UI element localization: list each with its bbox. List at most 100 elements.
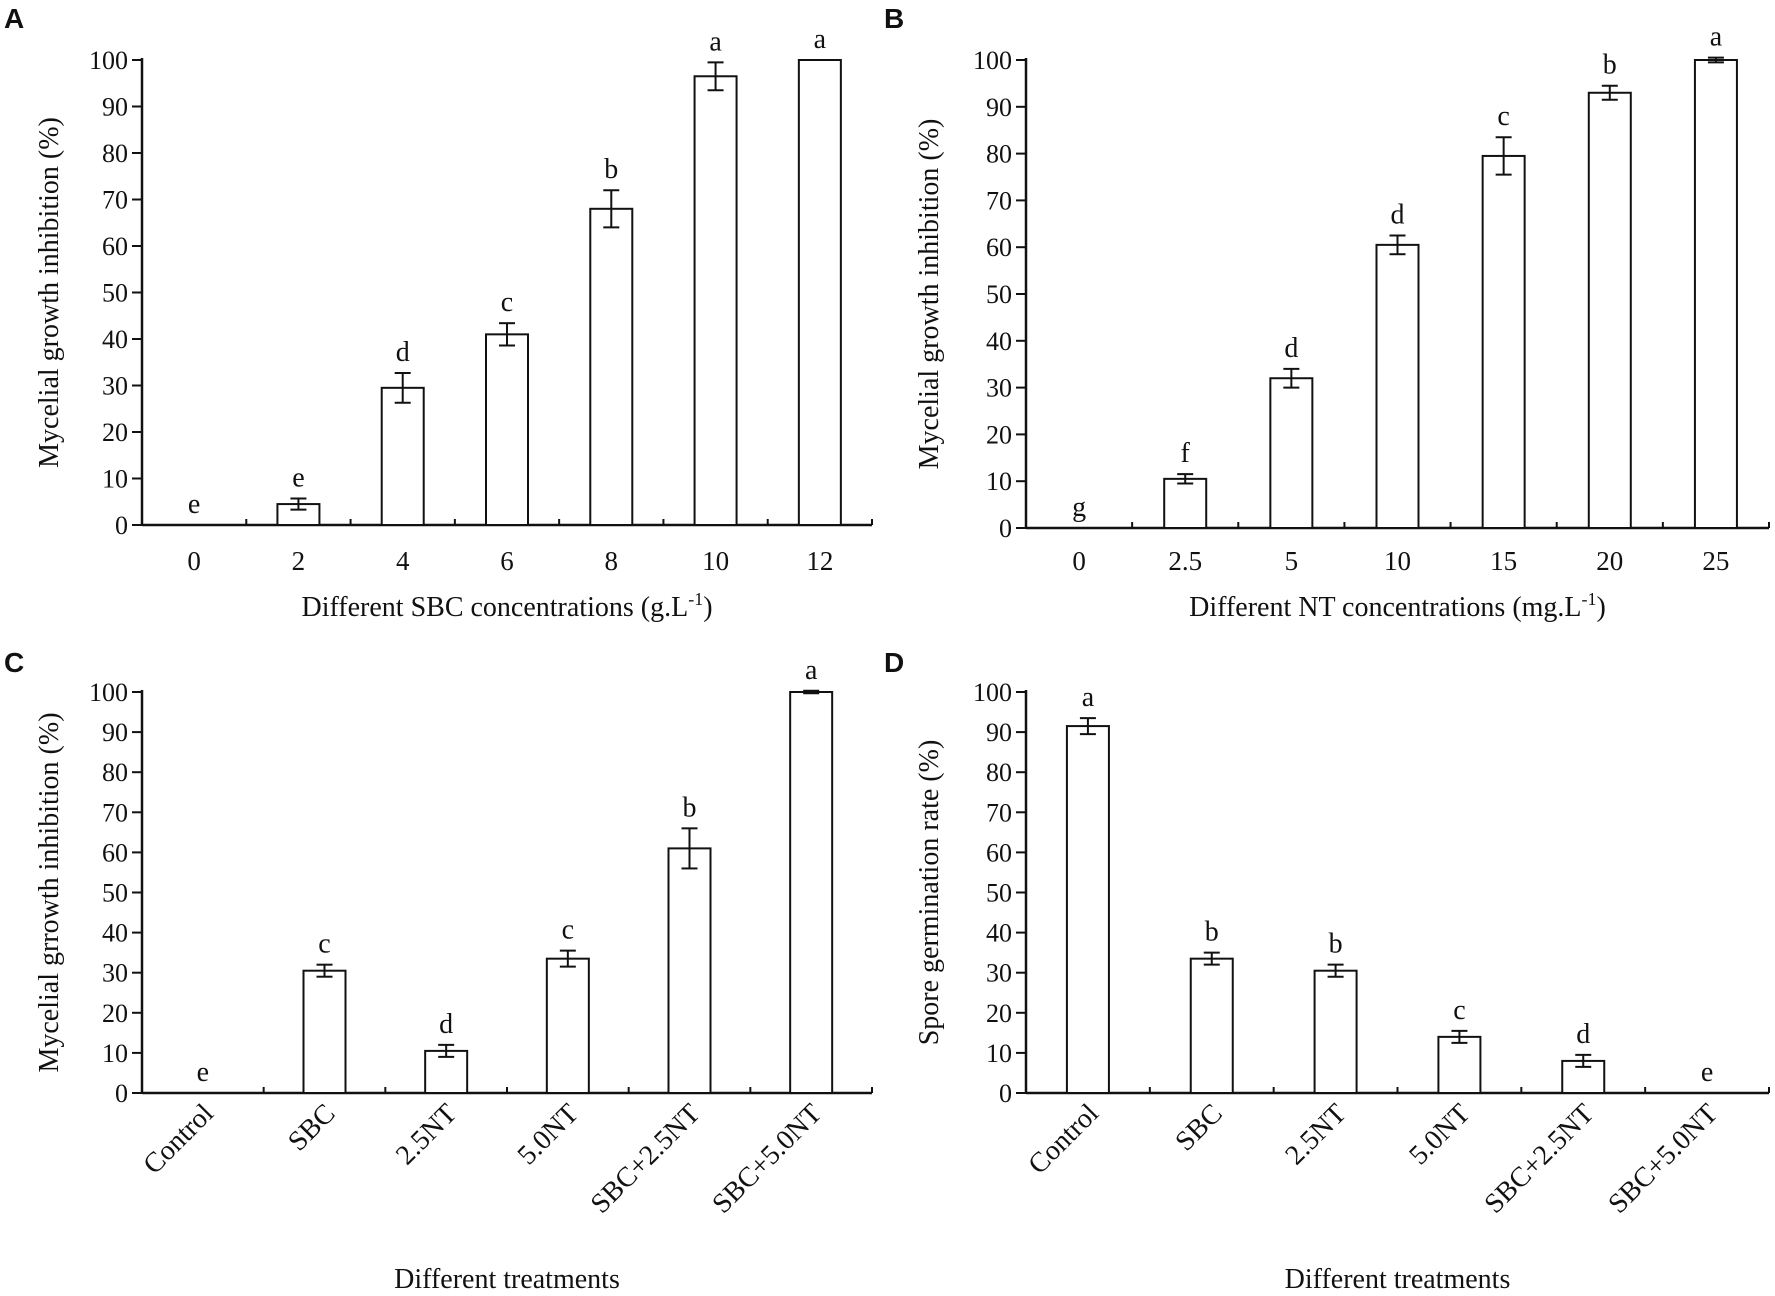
y-tick-label: 100 [973,46,1012,75]
significance-letter: f [1181,438,1191,469]
x-tick-label: 25 [1702,546,1729,576]
x-tick-label: Control [1022,1098,1105,1181]
significance-letter: e [292,462,304,493]
y-tick-label: 50 [102,279,128,308]
y-tick-label: 60 [102,232,128,261]
bar [302,969,347,1095]
y-tick-label: 40 [102,325,128,354]
x-tick-label: 10 [1384,546,1411,576]
significance-letter: a [1082,682,1095,713]
significance-letter: e [188,489,200,520]
y-tick-label: 50 [986,280,1012,309]
x-tick-label: 5.0NT [1403,1098,1476,1171]
y-tick-label: 70 [102,798,128,827]
x-axis-title: Different SBC concentrations (g.L-1) [301,589,712,623]
y-tick-label: 0 [115,511,128,540]
x-axis-title-text: Different SBC concentrations (g.L [301,592,688,623]
x-tick-label: SBC [1169,1098,1228,1157]
bar [667,847,712,1095]
significance-letter: c [1497,101,1509,132]
x-tick-label: SBC+5.0NT [1602,1098,1724,1220]
x-tick-label: 0 [187,546,201,576]
bar [1437,1035,1482,1094]
y-tick-label: 30 [986,374,1012,403]
y-axis-title: Mycelial grrowth inhibition (%) [34,712,65,1072]
y-axis-title: Spore germination rate (%) [914,740,945,1046]
panel-label: B [884,3,904,34]
y-tick-label: 60 [986,233,1012,262]
bar [789,691,834,1094]
y-axis-title: Mycelial growth inhibition (%) [34,117,65,468]
significance-letter: a [709,26,722,57]
y-tick-label: 40 [986,327,1012,356]
y-tick-label: 80 [986,140,1012,169]
chart-panel-c: C 0 10 20 30 40 50 60 70 80 90 100 e Control c SBC d 2.5N… [4,647,873,1295]
panel-label: A [4,3,24,34]
significance-letter: b [683,792,697,823]
significance-letter: b [1603,50,1617,81]
x-tick-label: 2.5NT [390,1098,463,1171]
significance-letter: d [439,1009,453,1040]
significance-letter: d [1576,1019,1590,1050]
x-axis-title: Different treatments [394,1264,620,1295]
y-tick-label: 10 [986,1039,1012,1068]
y-tick-label: 20 [102,999,128,1028]
y-tick-label: 80 [102,758,128,787]
significance-letter: b [1205,917,1219,948]
y-tick-label: 10 [102,1039,128,1068]
significance-letter: a [805,655,818,686]
x-axis-title: Different treatments [1285,1264,1511,1295]
significance-letter: c [562,915,574,946]
x-axis-title: Different NT concentrations (mg.L-1) [1189,589,1606,623]
bar [797,59,842,526]
y-tick-label: 100 [89,46,128,75]
significance-letter: d [1391,200,1405,231]
panel-label: D [884,647,904,678]
bar [1313,969,1358,1095]
bar [693,75,738,527]
x-tick-label: 8 [605,546,619,576]
y-tick-label: 30 [102,372,128,401]
significance-letter: d [1284,333,1298,364]
bar [424,1049,469,1095]
x-tick-label: 6 [500,546,514,576]
significance-letter: c [1453,995,1465,1026]
x-axis-title-text: Different treatments [1285,1264,1511,1295]
significance-letter: d [396,337,410,368]
x-tick-label: 5 [1285,546,1299,576]
panel-label: C [4,647,24,678]
bar [1189,957,1234,1094]
significance-letter: b [604,154,618,185]
x-tick-label: 2.5NT [1279,1098,1352,1171]
bar [545,957,590,1094]
y-tick-label: 10 [986,467,1012,496]
y-tick-label: 90 [102,93,128,122]
x-tick-label: 15 [1490,546,1517,576]
y-tick-label: 80 [986,758,1012,787]
bar [1587,91,1632,529]
y-tick-label: 20 [986,999,1012,1028]
x-tick-label: 20 [1596,546,1623,576]
bar [1269,377,1314,529]
bar [1481,154,1526,529]
x-axis-title-superscript: -1 [1582,589,1597,609]
x-axis-title-text: Different NT concentrations (mg.L [1189,592,1581,623]
x-tick-label: 0 [1072,546,1086,576]
x-tick-label: SBC+5.0NT [706,1098,828,1220]
y-tick-label: 40 [102,919,128,948]
x-tick-label: SBC [282,1098,341,1157]
significance-letter: e [197,1057,209,1088]
bar [1065,725,1110,1095]
significance-letter: a [1710,22,1723,53]
y-axis-title: Mycelial growth inhibition (%) [914,119,945,470]
significance-letter: b [1329,929,1343,960]
x-tick-label: 10 [702,546,729,576]
y-tick-label: 100 [973,678,1012,707]
x-axis-title-close: ) [1597,592,1606,623]
y-tick-label: 20 [986,420,1012,449]
x-tick-label: 12 [806,546,833,576]
significance-letter: c [501,287,513,318]
x-axis-title-text: Different treatments [394,1264,620,1295]
x-axis-title-superscript: -1 [688,589,703,609]
